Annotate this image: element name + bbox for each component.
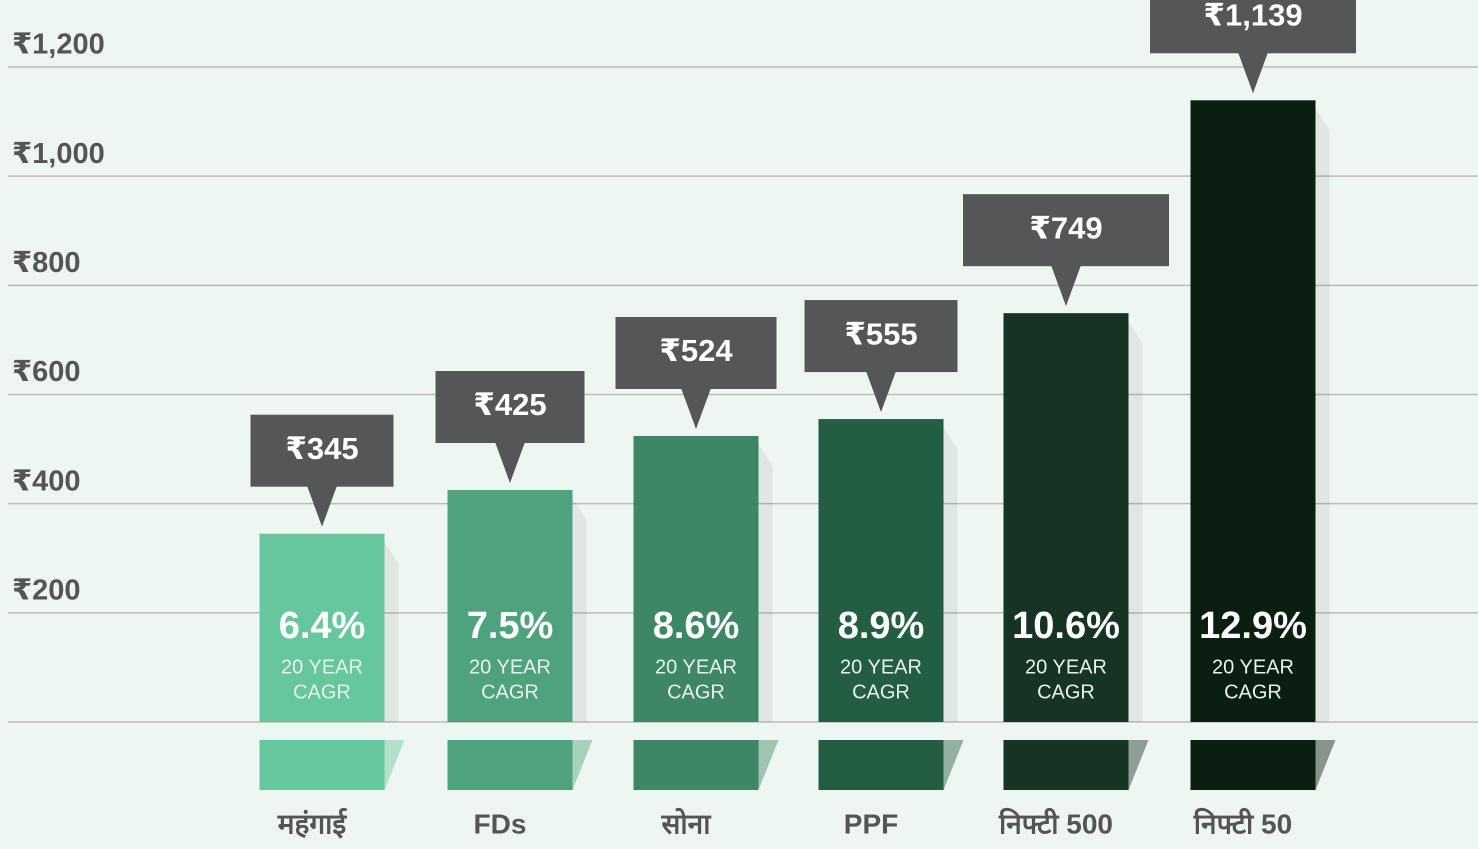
value-label: ₹425 <box>473 387 546 422</box>
cagr-value: 8.6% <box>653 605 740 647</box>
reflection-shadow <box>572 740 593 790</box>
cagr-value: 8.9% <box>838 605 925 647</box>
callout-pointer <box>866 371 896 413</box>
cagr-value: 12.9% <box>1199 605 1307 647</box>
bar-shadow <box>572 498 587 722</box>
bar-shadow <box>758 443 773 722</box>
callout-pointer <box>1051 265 1081 307</box>
cagr-caption: 20 YEAR <box>1212 656 1294 678</box>
bar <box>818 419 944 722</box>
cagr-caption: CAGR <box>1224 681 1282 703</box>
cagr-caption: CAGR <box>1037 681 1095 703</box>
callout-pointer <box>681 387 711 429</box>
bar <box>1190 100 1316 722</box>
y-tick-label: ₹600 <box>12 356 81 388</box>
reflection-shadow <box>758 740 779 790</box>
y-tick-label: ₹400 <box>12 465 81 497</box>
cagr-value: 10.6% <box>1012 605 1120 647</box>
cagr-caption: 20 YEAR <box>840 656 922 678</box>
y-tick-label: ₹1,000 <box>12 138 105 170</box>
bar-reflection <box>259 740 385 790</box>
value-label: ₹345 <box>285 431 358 466</box>
value-callout <box>435 371 585 444</box>
value-callout <box>804 300 958 373</box>
value-callout <box>615 316 777 389</box>
reflection-shadow <box>1128 740 1149 790</box>
cagr-caption: 20 YEAR <box>281 656 363 678</box>
bar-reflection <box>447 740 573 790</box>
value-label: ₹524 <box>659 333 733 368</box>
x-tick-label: महंगाई <box>277 807 348 839</box>
x-tick-label: PPF <box>844 808 898 839</box>
value-label: ₹555 <box>844 316 917 351</box>
bar-shadow <box>384 541 399 722</box>
y-tick-label: ₹1,200 <box>12 29 105 61</box>
reflection-shadow <box>943 740 964 790</box>
value-label: ₹1,139 <box>1203 0 1302 32</box>
cagr-caption: CAGR <box>852 681 910 703</box>
x-tick-label: निफ्टी 50 <box>1193 807 1292 839</box>
bar-shadow <box>1315 108 1330 722</box>
bar <box>447 490 573 722</box>
reflection-shadow <box>384 740 405 790</box>
cagr-caption: 20 YEAR <box>469 656 551 678</box>
cagr-value: 6.4% <box>279 605 366 647</box>
cagr-value: 7.5% <box>467 605 554 647</box>
bar <box>1003 313 1129 722</box>
callout-pointer <box>307 485 337 527</box>
cagr-caption: CAGR <box>481 681 539 703</box>
x-tick-label: सोना <box>661 807 713 839</box>
x-tick-label: FDs <box>474 808 527 839</box>
bar-reflection <box>1190 740 1316 790</box>
y-tick-label: ₹200 <box>12 574 81 606</box>
bar <box>633 435 759 722</box>
bar-shadow <box>943 427 958 722</box>
bar-shadow <box>1128 321 1143 722</box>
bar-reflection <box>818 740 944 790</box>
reflection-shadow <box>1315 740 1336 790</box>
value-label: ₹749 <box>1029 210 1102 245</box>
cagr-caption: 20 YEAR <box>1025 656 1107 678</box>
x-tick-label: निफ्टी 500 <box>998 807 1113 839</box>
value-callout <box>1150 0 1356 54</box>
callout-pointer <box>1238 52 1268 94</box>
bar-reflection <box>1003 740 1129 790</box>
bar <box>259 533 385 722</box>
bar-reflection <box>633 740 759 790</box>
value-callout <box>963 194 1169 267</box>
cagr-caption: 20 YEAR <box>655 656 737 678</box>
y-tick-label: ₹800 <box>12 247 81 279</box>
callout-pointer <box>495 442 525 484</box>
value-callout <box>250 414 394 487</box>
cagr-caption: CAGR <box>667 681 725 703</box>
cagr-caption: CAGR <box>293 681 351 703</box>
